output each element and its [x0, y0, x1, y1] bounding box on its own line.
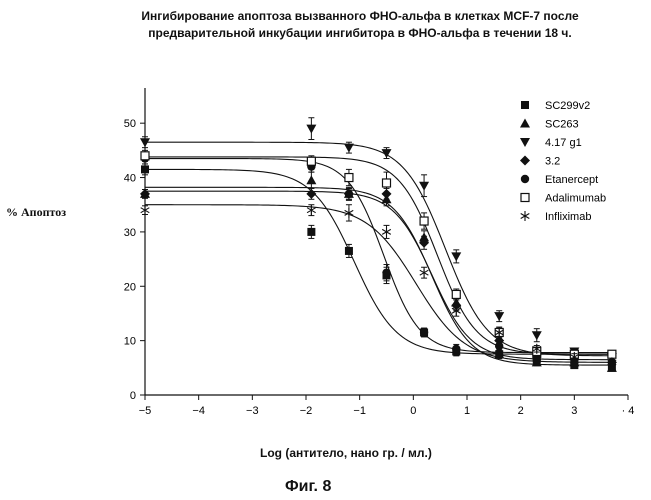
legend-label-etanercept: Etanercept: [545, 174, 598, 186]
legend-label-adalimumab: Adalimumab: [545, 193, 606, 205]
data-point-etanercept: [533, 355, 541, 363]
legend-marker-infliximab: [521, 211, 530, 221]
y-tick-label: 10: [124, 336, 136, 348]
legend-label-sc263: SC263: [545, 119, 579, 131]
legend-marker-sc263: [520, 119, 530, 128]
legend: SC299v2 SC263 4.17 g1 3.2 Etanercept Adalimum…: [520, 100, 606, 223]
dose-response-chart: 0 10 20 30 40 50 −5 −4 −3 −2 −1 0 1 2 3 · 4 SC299v2 SC263…: [0, 0, 651, 500]
legend-marker-4-17-g1: [520, 138, 530, 147]
series-infliximab: [141, 205, 617, 368]
data-point-3-2: [306, 189, 316, 199]
data-point-adalimumab: [141, 152, 149, 160]
data-point-adalimumab: [307, 157, 315, 165]
data-point-infliximab: [141, 205, 150, 215]
legend-marker-adalimumab: [521, 194, 529, 202]
data-point-adalimumab: [345, 174, 353, 182]
y-tick-label: 0: [130, 390, 136, 402]
legend-label-4-17-g1: 4.17 g1: [545, 137, 582, 149]
y-tick-label: 30: [124, 227, 136, 239]
x-tick-label: −2: [300, 405, 313, 417]
data-point-infliximab: [420, 268, 429, 278]
data-point-4-17-g1: [532, 331, 542, 340]
fit-curve-adalimumab: [145, 157, 615, 354]
data-point-4-17-g1: [306, 125, 316, 134]
data-point-sc299v2: [141, 165, 149, 173]
data-point-sc299v2: [345, 247, 353, 255]
data-point-infliximab: [382, 227, 391, 237]
data-point-etanercept: [452, 345, 460, 353]
data-point-adalimumab: [452, 290, 460, 298]
data-point-4-17-g1: [494, 312, 504, 321]
data-point-4-17-g1: [344, 144, 354, 153]
data-point-etanercept: [382, 268, 390, 276]
y-tick-label: 20: [124, 281, 136, 293]
x-tick-label: 0: [410, 405, 416, 417]
y-tick-label: 40: [124, 173, 136, 185]
x-tick-label: 3: [571, 405, 577, 417]
fit-curve-infliximab: [145, 205, 615, 363]
data-point-adalimumab: [383, 179, 391, 187]
legend-label-3-2: 3.2: [545, 156, 560, 168]
x-tick-label: −1: [353, 405, 366, 417]
x-tick-label: −3: [246, 405, 259, 417]
legend-label-sc299v2: SC299v2: [545, 100, 590, 112]
data-point-adalimumab: [608, 350, 616, 358]
legend-marker-3-2: [520, 156, 530, 166]
y-tick-label: 50: [124, 118, 136, 130]
x-tick-label: −4: [192, 405, 205, 417]
data-point-etanercept: [345, 190, 353, 198]
data-point-sc299v2: [307, 228, 315, 236]
legend-label-infliximab: Infliximab: [545, 211, 591, 223]
x-tick-label: 2: [518, 405, 524, 417]
legend-marker-sc299v2: [521, 101, 529, 109]
x-tick-label: −5: [139, 405, 152, 417]
data-point-4-17-g1: [419, 182, 429, 191]
x-tick-label: · 4: [622, 405, 635, 417]
data-point-sc263: [306, 175, 316, 184]
x-tick-label: 1: [464, 405, 470, 417]
data-point-4-17-g1: [451, 252, 461, 261]
legend-marker-etanercept: [521, 175, 529, 183]
data-point-adalimumab: [420, 217, 428, 225]
data-point-etanercept: [420, 328, 428, 336]
